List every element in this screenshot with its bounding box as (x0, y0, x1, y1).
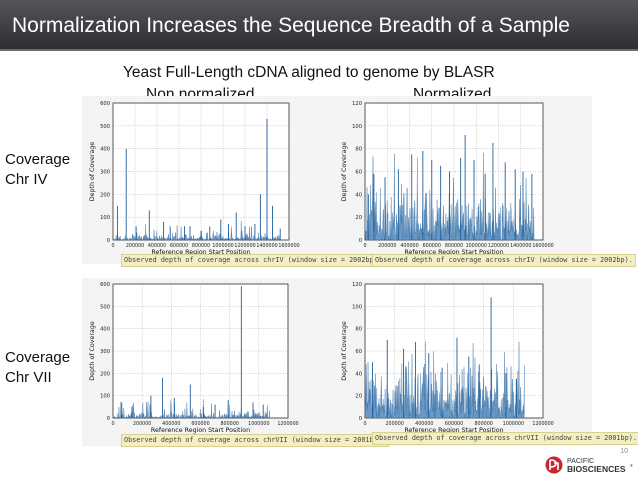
x-tick-label: 600000 (445, 421, 463, 427)
x-tick-label: 200000 (386, 421, 404, 427)
y-axis-label: Depth of Coverage (341, 142, 348, 202)
y-axis-label: Depth of Coverage (89, 321, 96, 381)
y-tick-label: 80 (355, 327, 362, 333)
y-tick-label: 400 (100, 327, 110, 333)
x-axis-label: Reference Region Start Position (404, 427, 503, 434)
y-tick-label: 0 (359, 416, 362, 422)
y-tick-label: 300 (100, 349, 110, 355)
caption-chr-iv-non-normalized: Observed depth of coverage across chrIV … (121, 254, 385, 267)
y-tick-label: 120 (352, 282, 362, 288)
slide-subtitle: Yeast Full-Length cDNA aligned to genome… (123, 64, 495, 81)
y-tick-label: 120 (352, 101, 362, 107)
x-tick-label: 1400000 (256, 243, 277, 249)
x-tick-label: 1000000 (248, 421, 269, 427)
x-tick-label: 1200000 (277, 421, 298, 427)
caption-chr-vii-non-normalized: Observed depth of coverage across chrVII… (121, 434, 389, 447)
y-tick-label: 60 (355, 349, 362, 355)
x-tick-label: 1600000 (532, 243, 553, 249)
y-tick-label: 40 (355, 371, 362, 377)
logo-registered-mark: ® (630, 463, 633, 468)
y-axis-label: Depth of Coverage (89, 142, 96, 202)
x-tick-label: 600000 (191, 421, 209, 427)
x-axis-label: Reference Region Start Position (404, 249, 503, 256)
y-tick-label: 0 (107, 416, 110, 422)
logo-line-1: PACIFIC (567, 458, 594, 465)
row-label-line: Chr VII (5, 369, 52, 386)
x-tick-label: 0 (111, 243, 114, 249)
row-label-line: Coverage (5, 151, 71, 168)
x-tick-label: 200000 (133, 421, 151, 427)
x-tick-label: 800000 (445, 243, 463, 249)
x-tick-label: 1600000 (278, 243, 299, 249)
x-tick-label: 1200000 (488, 243, 509, 249)
y-tick-label: 100 (352, 304, 362, 310)
y-tick-label: 0 (107, 238, 110, 244)
y-tick-label: 100 (352, 124, 362, 130)
row-label-chr-iv: Coverage Chr IV (5, 150, 70, 190)
y-axis-label: Depth of Coverage (341, 321, 348, 381)
x-axis-label: Reference Region Start Position (151, 249, 250, 256)
y-tick-label: 600 (100, 282, 110, 288)
x-tick-label: 0 (363, 243, 366, 249)
coverage-area (364, 341, 525, 419)
x-tick-label: 1200000 (234, 243, 255, 249)
y-tick-label: 500 (100, 304, 110, 310)
row-label-chr-vii: Coverage Chr VII (5, 348, 70, 388)
slide-title: Normalization Increases the Sequence Bre… (12, 14, 570, 37)
row-label-line: Coverage (5, 349, 71, 366)
title-bar: Normalization Increases the Sequence Bre… (0, 0, 638, 51)
x-tick-label: 1000000 (503, 421, 524, 427)
logo-mark-icon (545, 456, 563, 474)
x-tick-label: 0 (363, 421, 366, 427)
x-tick-label: 800000 (221, 421, 239, 427)
x-tick-label: 200000 (378, 243, 396, 249)
x-tick-label: 200000 (126, 243, 144, 249)
pacific-biosciences-logo: PACIFIC BIOSCIENCES ® (545, 456, 633, 474)
chart-chriv-non-normalized: 0 100 200 300 400 500 600 0 200000 400000 600000 80… (82, 96, 340, 264)
x-tick-label: 1400000 (510, 243, 531, 249)
y-tick-label: 600 (100, 101, 110, 107)
row-label-line: Chr IV (5, 171, 48, 188)
caption-chr-iv-normalized: Observed depth of coverage across chrIV … (372, 254, 636, 267)
y-tick-label: 60 (355, 170, 362, 176)
x-tick-label: 1000000 (212, 243, 233, 249)
coverage-area (112, 399, 270, 419)
x-tick-label: 800000 (192, 243, 210, 249)
y-tick-label: 100 (100, 394, 110, 400)
y-tick-label: 20 (355, 394, 362, 400)
chart-chrvii-normalized: 0 20 40 60 80 100 120 0 200000 400000 600000 800000… (340, 278, 592, 446)
chart-chriv-normalized: 0 20 40 60 80 100 120 0 200000 400000 600000 800000… (340, 96, 592, 264)
y-tick-label: 40 (355, 192, 362, 198)
title-divider (0, 49, 638, 51)
x-tick-label: 600000 (170, 243, 188, 249)
coverage-area (112, 221, 281, 241)
logo-line-2: BIOSCIENCES (567, 464, 626, 474)
chart-chrvii-non-normalized: 0 100 200 300 400 500 600 0 200000 400000 600000 80… (82, 278, 340, 446)
y-tick-label: 500 (100, 124, 110, 130)
y-tick-label: 100 (100, 215, 110, 221)
x-axis-label: Reference Region Start Position (151, 427, 250, 434)
caption-chr-vii-normalized: Observed depth of coverage across chrVII… (372, 432, 638, 445)
y-tick-label: 20 (355, 215, 362, 221)
x-tick-label: 1200000 (532, 421, 553, 427)
x-tick-label: 400000 (162, 421, 180, 427)
y-tick-label: 0 (359, 238, 362, 244)
x-tick-label: 1000000 (466, 243, 487, 249)
x-tick-label: 400000 (400, 243, 418, 249)
page-number: 10 (620, 448, 628, 455)
x-tick-label: 400000 (415, 421, 433, 427)
y-tick-label: 300 (100, 170, 110, 176)
x-tick-label: 600000 (423, 243, 441, 249)
y-tick-label: 200 (100, 192, 110, 198)
x-tick-label: 0 (111, 421, 114, 427)
y-tick-label: 200 (100, 371, 110, 377)
y-tick-label: 400 (100, 147, 110, 153)
x-tick-label: 400000 (148, 243, 166, 249)
y-tick-label: 80 (355, 147, 362, 153)
x-tick-label: 800000 (475, 421, 493, 427)
